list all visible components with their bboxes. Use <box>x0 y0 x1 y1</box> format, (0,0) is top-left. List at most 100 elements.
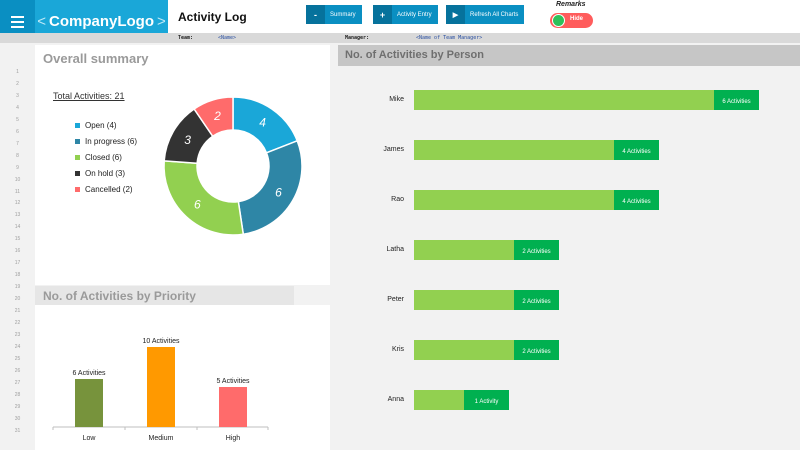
plus-icon: + <box>373 5 392 24</box>
x-tick-label: Medium <box>149 435 174 442</box>
page-title: Activity Log <box>178 10 247 24</box>
person-data-label: 4 Activities <box>622 149 650 155</box>
person-data-label: 2 Activities <box>522 299 550 305</box>
person-name-label: James <box>383 146 404 153</box>
legend-swatch <box>75 154 80 160</box>
row-number: 10 <box>14 176 21 183</box>
minus-icon: - <box>306 5 325 24</box>
legend-swatch <box>75 170 80 176</box>
activity-entry-button[interactable]: + Activity Entry <box>373 5 438 24</box>
donut-data-label: 6 <box>194 197 201 211</box>
person-bar-peter <box>414 290 514 310</box>
row-number: 2 <box>16 80 19 87</box>
team-info-row: Team: <Name> Manager: <Name of Team Mana… <box>0 33 800 43</box>
overall-summary-heading: Overall summary <box>43 51 149 66</box>
status-donut-chart: 4 6 6 3 2 <box>163 96 303 236</box>
person-heading: No. of Activities by Person <box>345 49 484 61</box>
row-number: 18 <box>14 272 21 279</box>
team-value[interactable]: <Name> <box>218 35 237 41</box>
person-data-label: 2 Activities <box>522 249 550 255</box>
manager-label: Manager: <box>345 35 370 41</box>
row-number: 7 <box>16 140 19 147</box>
person-data-label: 1 Activity <box>475 399 499 405</box>
bar-data-label: 10 Activities <box>143 338 180 345</box>
row-number: 11 <box>14 188 21 195</box>
toggle-label: Hide <box>570 16 584 22</box>
person-bar-tag <box>714 90 759 110</box>
legend-item-in-progress: In progress (6) <box>75 133 137 149</box>
person-name-label: Kris <box>391 346 404 353</box>
legend-label: Open (4) <box>85 120 117 130</box>
legend-swatch <box>75 186 80 192</box>
person-bar-rao <box>414 190 614 210</box>
x-tick-label: High <box>226 435 241 442</box>
legend-swatch <box>75 122 80 128</box>
logo-text: CompanyLogo <box>49 13 154 30</box>
person-name-label: Anna <box>387 396 404 403</box>
refresh-button-label: Refresh All Charts <box>470 11 519 18</box>
row-number: 8 <box>16 152 19 159</box>
donut-data-label: 2 <box>213 109 221 123</box>
legend-label: Cancelled (2) <box>85 184 133 194</box>
row-number: 29 <box>14 403 21 410</box>
person-name-label: Peter <box>387 296 404 303</box>
row-number: 22 <box>14 319 21 326</box>
person-bar-chart: 6 Activities 4 Activities 4 Activities 2 Ac… <box>414 90 759 410</box>
priority-bar-chart: 6 Activities Low 10 Activities Medium 5 Acti… <box>52 338 269 442</box>
person-bar-kris <box>414 340 514 360</box>
row-number: 4 <box>16 104 19 111</box>
donut-slice-in-progress <box>237 139 303 236</box>
row-number: 9 <box>16 164 19 171</box>
priority-bar-medium <box>147 347 175 427</box>
person-bar-mike <box>414 90 714 110</box>
person-bar-tag <box>514 290 559 310</box>
row-number: 21 <box>14 308 21 314</box>
person-bar-tag <box>514 240 559 260</box>
summary-button-label: Summary <box>330 11 356 18</box>
person-data-label: 6 Activities <box>722 99 750 105</box>
legend-label: Closed (6) <box>85 152 122 162</box>
person-data-label: 2 Activities <box>522 349 550 355</box>
person-bar-anna <box>414 390 464 410</box>
legend-item-on-hold: On hold (3) <box>75 165 137 181</box>
summary-button[interactable]: - Summary <box>306 5 362 24</box>
logo-right-chevron: > <box>157 13 166 30</box>
row-number: 26 <box>14 367 21 374</box>
row-number: 23 <box>14 331 21 338</box>
row-numbers: 1 2 3 4 5 6 7 8 9 10 11 12 13 14 15 16 17 18 19 20 21 22 23 24 2… <box>0 43 35 450</box>
legend-item-closed: Closed (6) <box>75 149 137 165</box>
row-number: 16 <box>14 248 21 255</box>
row-number: 24 <box>14 343 21 350</box>
row-number: 5 <box>16 116 19 123</box>
status-legend: Open (4) In progress (6) Closed (6) On h… <box>75 117 137 197</box>
row-number: 12 <box>14 200 21 207</box>
total-activities: Total Activities: 21 <box>53 91 125 101</box>
row-number: 15 <box>14 236 21 243</box>
priority-bar-low <box>75 379 103 427</box>
legend-item-cancelled: Cancelled (2) <box>75 181 137 197</box>
person-heading-bar <box>338 45 800 66</box>
row-number: 28 <box>14 391 21 398</box>
person-bar-tag <box>614 190 659 210</box>
remarks-toggle[interactable]: Hide <box>550 13 593 28</box>
person-data-label: 4 Activities <box>622 199 650 205</box>
row-number: 19 <box>14 284 21 291</box>
donut-slice-closed <box>163 160 245 236</box>
row-number: 31 <box>14 427 21 434</box>
manager-value[interactable]: <Name of Team Manager> <box>416 35 483 41</box>
row-number: 14 <box>14 224 21 231</box>
donut-slice-cancelled <box>193 96 234 138</box>
refresh-all-charts-button[interactable]: ▶ Refresh All Charts <box>446 5 525 24</box>
donut-data-label: 3 <box>184 133 191 147</box>
row-number: 3 <box>16 92 19 99</box>
bar-data-label: 5 Activities <box>216 378 250 385</box>
activity-entry-button-label: Activity Entry <box>397 11 432 18</box>
logo-left-chevron: < <box>37 13 46 30</box>
donut-data-label: 4 <box>259 116 266 130</box>
row-number: 27 <box>14 379 21 386</box>
x-tick-label: Low <box>83 435 97 442</box>
legend-label: On hold (3) <box>85 168 126 178</box>
row-number: 30 <box>14 415 21 422</box>
donut-data-label: 6 <box>275 185 282 199</box>
